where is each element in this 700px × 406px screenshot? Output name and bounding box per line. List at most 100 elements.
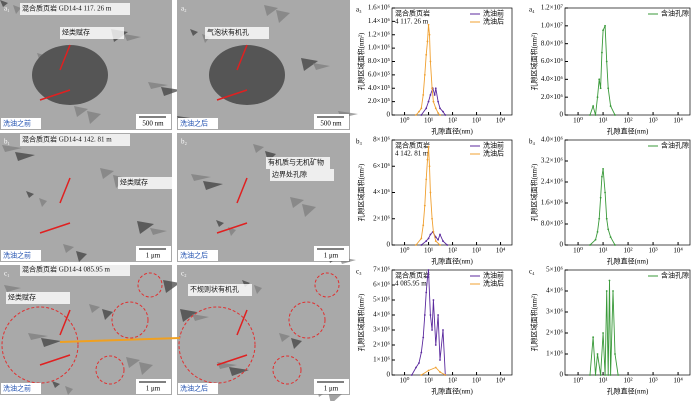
y-tick-label: 4.0×10⁶: [541, 136, 564, 144]
panel-label: c₃: [356, 268, 362, 276]
point: [596, 230, 599, 233]
x-tick-label: 10⁰: [400, 117, 410, 125]
texture: [13, 5, 21, 14]
y-tick-label: 6×10⁶: [373, 281, 390, 289]
x-tick-label: 10⁴: [673, 117, 683, 125]
point: [605, 60, 608, 63]
point: [601, 175, 603, 178]
y-tick-label: 4.0×10⁶: [541, 75, 564, 83]
y-tick-label: 1.4×10⁶: [368, 17, 391, 25]
texture: [190, 29, 198, 36]
y-tick-label: 1×10⁶: [546, 350, 563, 358]
point: [594, 114, 597, 116]
highlight-circle: [95, 355, 125, 385]
point: [429, 233, 432, 236]
texture: [279, 333, 290, 342]
point: [601, 51, 603, 54]
trace-line: [59, 337, 181, 343]
x-axis-label: 孔隙直径(nm): [431, 257, 473, 266]
y-axis-label: 孔隙区域面积(nm²): [530, 293, 539, 351]
panel-label: c₁: [4, 270, 10, 278]
texture: [4, 285, 21, 292]
point: [415, 114, 417, 116]
y-tick-label: 2.0×10⁶: [541, 93, 564, 101]
arrow: [59, 44, 71, 71]
y-tick-label: 7×10⁶: [373, 266, 390, 274]
y-tick-label: 8.0×10⁵: [541, 220, 564, 228]
point: [599, 87, 602, 90]
panel-label: b₃: [356, 138, 363, 146]
stage-label: 洗油之后: [180, 384, 208, 393]
point: [410, 374, 413, 376]
highlight-circle: [178, 306, 256, 384]
legend-label: 含油孔隙: [661, 9, 689, 18]
point: [605, 290, 608, 292]
note-bg: [20, 3, 130, 15]
panel-label: c₂: [181, 270, 187, 278]
arrow: [216, 222, 248, 234]
panel-label: a₁: [4, 5, 10, 13]
point: [425, 291, 428, 294]
point: [418, 362, 420, 364]
point: [427, 369, 430, 372]
stage-bg: [178, 118, 218, 129]
texture: [148, 82, 168, 89]
panel-note: 不规则状有机孔: [190, 285, 239, 294]
y-tick-label: 0: [560, 241, 564, 249]
scale-label: 1 μm: [146, 385, 161, 393]
point: [599, 374, 602, 376]
point: [589, 114, 591, 116]
point: [434, 344, 437, 346]
texture: [100, 168, 114, 179]
arrow: [39, 89, 71, 101]
point: [604, 24, 606, 27]
organic-blob: [209, 45, 285, 105]
texture: [192, 314, 209, 321]
highlight-circle: [137, 272, 163, 298]
point: [429, 60, 432, 63]
series-line: [589, 280, 619, 376]
point: [439, 114, 441, 116]
texture: [290, 197, 304, 208]
point: [426, 40, 429, 43]
point: [609, 374, 612, 376]
texture: [313, 63, 330, 70]
point: [614, 244, 616, 246]
x-axis-label: 孔隙直径(nm): [607, 257, 649, 266]
point: [434, 366, 437, 369]
texture: [242, 280, 250, 287]
y-axis-label: 孔隙区域面积(nm²): [357, 32, 366, 90]
texture: [254, 285, 262, 294]
highlight-circle: [111, 301, 149, 339]
series-line: [421, 366, 446, 376]
texture: [0, 0, 8, 7]
highlight-circle: [288, 301, 326, 339]
x-tick-label: 10¹: [599, 247, 608, 255]
point: [427, 23, 430, 26]
point: [415, 366, 417, 369]
legend-label: 洗油后: [483, 149, 504, 158]
y-axis-label: 孔隙区域面积(nm²): [357, 293, 366, 351]
point: [431, 87, 433, 90]
texture: [302, 204, 316, 217]
point: [442, 110, 444, 113]
legend-label: 洗油前: [483, 141, 504, 150]
point: [428, 165, 431, 168]
y-tick-label: 1×10⁶: [373, 356, 390, 364]
arrow: [216, 354, 248, 366]
panel-note: 烃类赋存: [8, 293, 36, 302]
y-tick-label: 8×10⁶: [373, 136, 390, 144]
texture: [126, 357, 140, 368]
texture: [41, 338, 61, 347]
point: [442, 240, 444, 242]
x-tick-label: 10⁴: [496, 117, 506, 125]
y-axis-label: 孔隙区域面积(nm²): [530, 163, 539, 221]
annotation: 4 142. 81 m: [395, 150, 429, 158]
point: [444, 114, 447, 116]
y-tick-label: 6.0×10⁶: [541, 57, 564, 65]
texture: [52, 381, 60, 388]
x-tick-label: 10⁴: [673, 377, 683, 385]
y-tick-label: 4×10⁶: [546, 287, 563, 295]
scale-label: 500 nm: [142, 120, 164, 128]
x-tick-label: 10³: [649, 117, 658, 125]
